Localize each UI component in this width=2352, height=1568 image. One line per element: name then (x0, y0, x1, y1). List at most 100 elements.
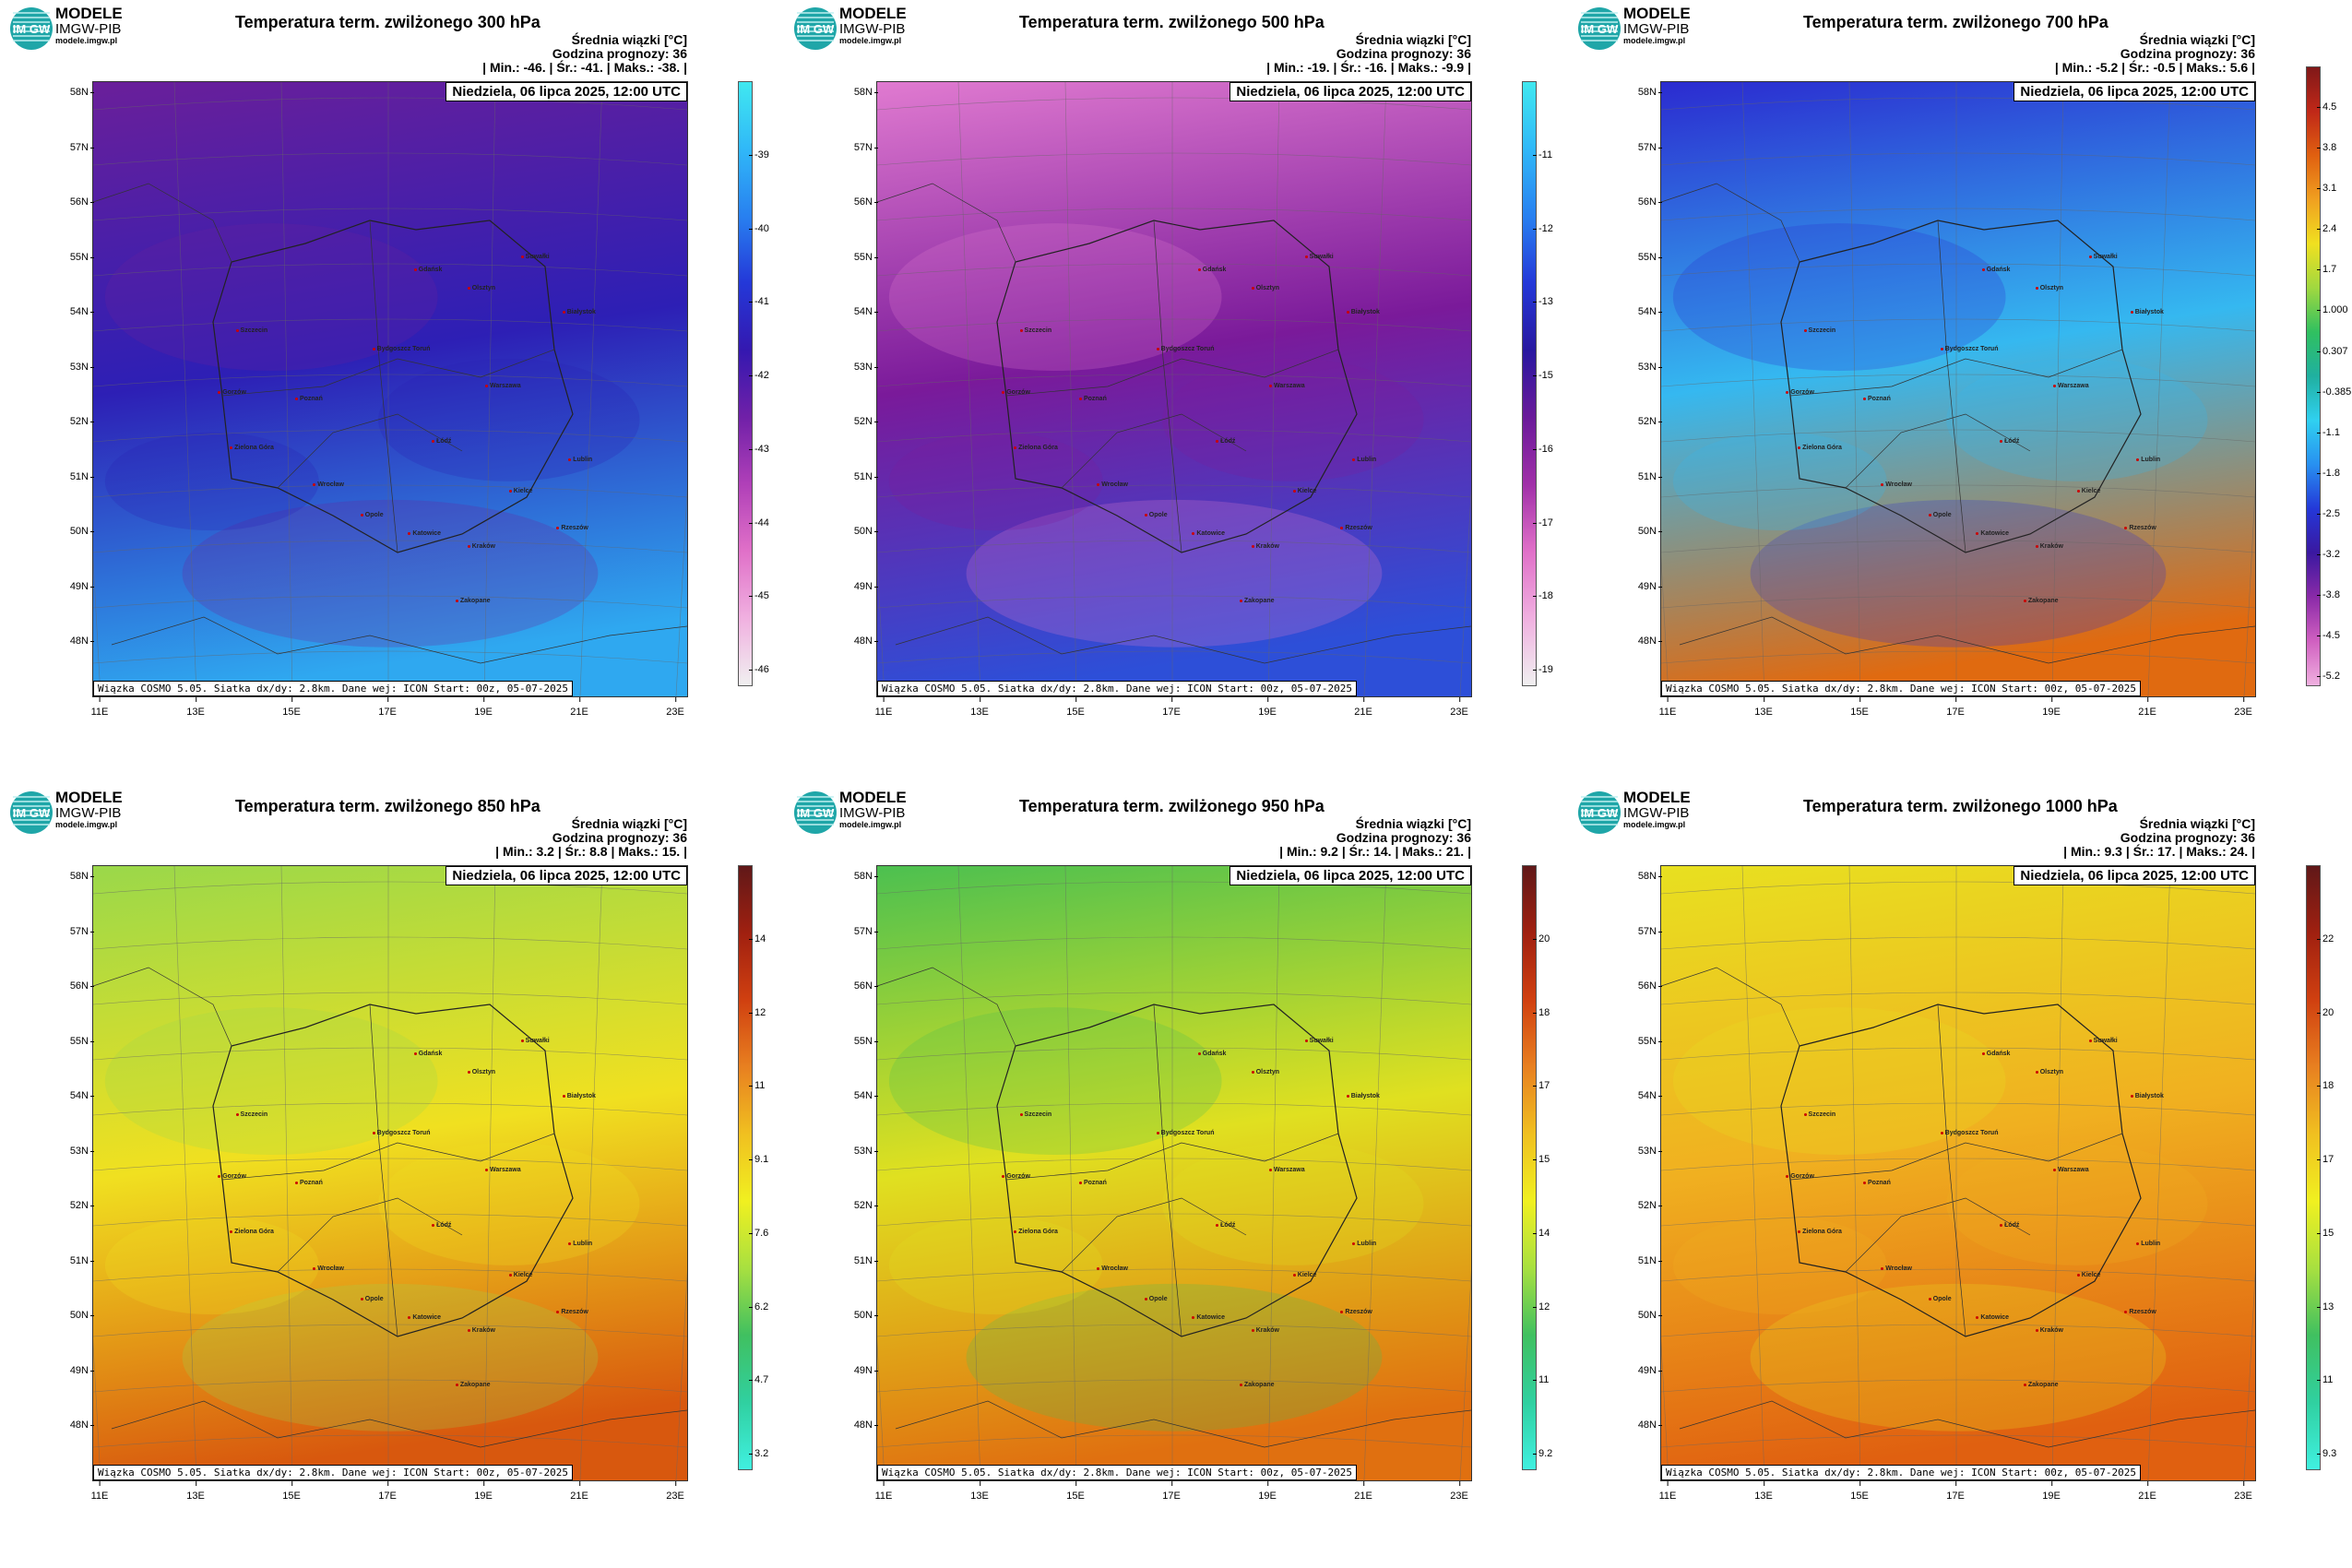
parallel-line (1661, 881, 2255, 895)
meridian-line (1363, 82, 1387, 696)
country-border (996, 220, 1358, 553)
latitude-label: 56N (853, 980, 879, 992)
logo-badge: IM GW (13, 806, 51, 820)
colorbar-tick-label: 18 (2316, 1080, 2334, 1092)
city-label: Rzeszów (1340, 525, 1372, 531)
city-label: Białystok (2131, 309, 2164, 315)
city-label: Olsztyn (468, 285, 495, 291)
country-border (1780, 1004, 2142, 1337)
latitude-axis: 58N 57N 56N 55N 54N 53N 52N 51N 50N 49N 48N (1621, 865, 1663, 1479)
city-label: Łódź (432, 1222, 451, 1229)
latitude-label: 49N (1637, 1364, 1663, 1376)
city-label: Kielce (509, 488, 533, 494)
city-label: Lublin (2136, 1241, 2160, 1247)
logo-line1: MODELE (55, 5, 123, 22)
logo-line1: MODELE (55, 789, 123, 806)
city-label: Zielona Góra (1014, 1229, 1058, 1235)
parallel-line (877, 1213, 1471, 1227)
city-label: Katowice (1976, 1314, 2009, 1321)
parallel-line (93, 595, 687, 609)
colorbar-tick-label: 9.3 (2316, 1448, 2337, 1460)
colorbar-ticks: 4.5 3.8 3.1 2.4 1.7 1.000 0.307 -0.385 -1.1 -1.8 -… (2316, 66, 2352, 684)
map-panel: IM GW MODELE IMGW-PIB modele.imgw.pl Tempera… (784, 784, 1568, 1568)
parallel-line (93, 1268, 687, 1282)
longitude-label: 23E (1450, 1481, 1468, 1502)
panel-title: Temperatura term. zwilżonego 950 hPa (1019, 797, 1324, 815)
colorbar-tick-label: -43 (749, 443, 769, 455)
city-label: Warszawa (1269, 1167, 1305, 1173)
longitude-label: 17E (1946, 1481, 1965, 1502)
city-label: Zielona Góra (230, 445, 274, 451)
latitude-label: 56N (1637, 196, 1663, 208)
imgw-logo-icon: IM GW (10, 7, 53, 50)
city-label: Rzeszów (1340, 1309, 1372, 1315)
info-line1: Średnia wiązki [°C] (1355, 32, 1471, 47)
parallel-line (1661, 263, 2255, 277)
city-label: Szczecin (1020, 327, 1052, 334)
colorbar-tick-label: -18 (1533, 590, 1553, 602)
parallel-line (93, 208, 687, 221)
city-label: Olsztyn (2036, 285, 2063, 291)
logo-line1: MODELE (1623, 5, 1691, 22)
colorbar-tick-label: 18 (1532, 1006, 1550, 1018)
meridian-line (1459, 486, 1471, 696)
parallel-line (877, 595, 1471, 609)
latitude-label: 54N (853, 1090, 879, 1101)
map-area: Gdańsk Olsztyn Suwałki Białystok Szczecin Byd… (92, 865, 688, 1481)
info-stats: | Min.: -5.2 | Śr.: -0.5 | Maks.: 5.6 | (2054, 60, 2255, 75)
field-pattern (888, 1007, 1222, 1156)
city-label: Zakopane (2024, 1382, 2059, 1388)
colorbar-tick-label: -13 (1533, 296, 1553, 308)
colorbar-tick-label: -39 (749, 148, 769, 160)
city-label: Katowice (1192, 530, 1225, 537)
info-stats: | Min.: -46. | Śr.: -41. | Maks.: -38. | (482, 60, 687, 75)
city-label: Wrocław (313, 1265, 344, 1272)
meridian-line (1363, 866, 1387, 1480)
latitude-label: 50N (69, 1310, 95, 1321)
city-label: Gorzów (1786, 389, 1814, 396)
colorbar-tick-label: 3.1 (2316, 183, 2337, 195)
map-panel: IM GW MODELE IMGW-PIB modele.imgw.pl Tempera… (1568, 0, 2352, 784)
latitude-label: 52N (853, 1200, 879, 1211)
latitude-label: 48N (853, 1420, 879, 1431)
city-label: Rzeszów (556, 1309, 588, 1315)
city-label: Białystok (1347, 1093, 1380, 1099)
parallel-line (877, 1102, 1471, 1116)
colorbar-tick-label: 22 (2316, 932, 2334, 944)
meridian-line (1661, 554, 1669, 696)
info-line1: Średnia wiązki [°C] (1355, 816, 1471, 831)
meridian-line (2243, 486, 2255, 696)
field-pattern (1672, 1216, 1887, 1315)
longitude-label: 11E (1658, 697, 1677, 718)
colorbar-tick-label: 11 (1532, 1374, 1550, 1386)
longitude-label: 13E (186, 697, 205, 718)
logo-url: modele.imgw.pl (1623, 819, 1686, 829)
valid-date: Niedziela, 06 lipca 2025, 12:00 UTC (445, 82, 687, 101)
logo-badge: IM GW (797, 806, 835, 820)
info-line2: Godzina prognozy: 36 (552, 830, 687, 845)
latitude-label: 51N (853, 1254, 879, 1266)
city-label: Łódź (2000, 438, 2019, 445)
city-label: Poznań (1863, 1180, 1891, 1186)
logo-line2: IMGW-PIB (55, 20, 122, 37)
logo-url: modele.imgw.pl (55, 35, 118, 45)
valid-date: Niedziela, 06 lipca 2025, 12:00 UTC (2013, 82, 2255, 101)
meridian-line (2147, 82, 2171, 696)
longitude-label: 13E (1754, 1481, 1773, 1502)
latitude-axis: 58N 57N 56N 55N 54N 53N 52N 51N 50N 49N 48N (53, 865, 95, 1479)
latitude-label: 52N (853, 416, 879, 427)
latitude-label: 50N (853, 1310, 879, 1321)
colorbar (1522, 865, 1537, 1470)
meridian-line (957, 82, 981, 696)
field-fill (1661, 82, 2255, 696)
longitude-label: 23E (1450, 697, 1468, 718)
imgw-logo-icon: IM GW (10, 791, 53, 834)
city-label: Suwałki (521, 254, 550, 260)
city-label: Opole (1929, 512, 1952, 518)
parallel-line (93, 540, 687, 553)
colorbar-tick-label: -41 (749, 296, 769, 308)
colorbar-tick-label: 2.4 (2316, 223, 2337, 235)
parallel-line (877, 1434, 1471, 1448)
field-fill (1661, 866, 2255, 1480)
longitude-axis: 11E 13E 15E 17E 19E 21E 23E (91, 697, 686, 718)
